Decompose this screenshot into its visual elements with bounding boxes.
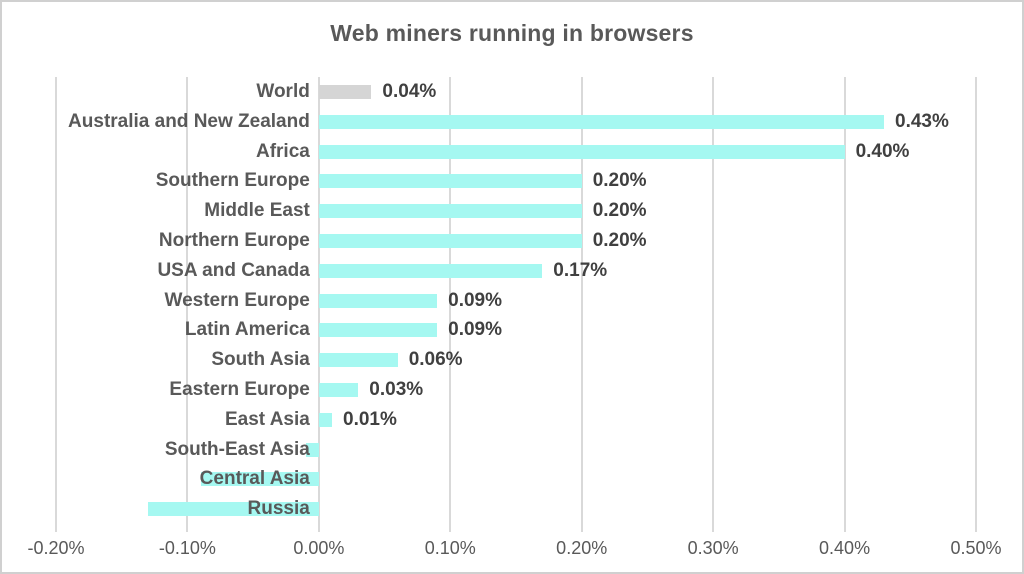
x-axis-tick-label: 0.00%: [293, 538, 345, 558]
value-label: 0.04%: [382, 81, 437, 102]
value-label: 0.43%: [895, 110, 949, 132]
bar: [318, 382, 359, 397]
category-label: Central Asia: [199, 468, 310, 490]
bar: [318, 263, 543, 278]
value-label: 0.40%: [855, 140, 910, 162]
value-label: 0.17%: [553, 259, 608, 281]
bar: [318, 114, 884, 129]
gridline: [712, 77, 715, 532]
x-axis-tick-label: -0.20%: [27, 538, 85, 558]
category-label: World: [256, 81, 310, 102]
category-label: Latin America: [184, 319, 310, 341]
bar: [305, 442, 319, 457]
category-label: Western Europe: [164, 289, 310, 311]
x-axis-tick-label: -0.10%: [158, 538, 216, 558]
bar: [148, 502, 319, 517]
category-label: Northern Europe: [158, 230, 310, 251]
value-label: 0.20%: [592, 170, 647, 192]
value-label: 0.20%: [592, 230, 647, 251]
category-label: Middle East: [204, 200, 310, 222]
gridline: [843, 77, 846, 532]
bar: [318, 323, 438, 338]
bar: [318, 204, 582, 219]
bar: [200, 472, 319, 487]
value-label: 0.20%: [592, 200, 647, 222]
plot-area: World 0.04% Australia and New Zealand 0.43%…: [27, 77, 1002, 558]
category-label: South-East Asia: [164, 438, 310, 460]
bar: [318, 144, 845, 159]
gridline: [186, 77, 189, 532]
gridline: [55, 77, 57, 532]
category-label: East Asia: [225, 408, 310, 430]
category-label: South Asia: [211, 349, 310, 371]
bar: [318, 293, 438, 308]
x-axis-tick-label: 0.50%: [950, 538, 1002, 558]
bar: [318, 412, 332, 427]
bar: [318, 84, 372, 99]
bar: [318, 233, 582, 248]
value-label: 0.09%: [448, 289, 503, 311]
x-axis-tick-label: 0.10%: [424, 538, 476, 558]
category-label: Russia: [247, 498, 310, 520]
category-label: Africa: [255, 140, 310, 162]
bar: [318, 353, 398, 368]
value-label: 0.03%: [369, 379, 424, 400]
gridline: [580, 77, 583, 532]
category-label: USA and Canada: [157, 259, 310, 281]
chart-title: Web miners running in browsers: [330, 20, 694, 46]
value-label: 0.01%: [343, 408, 397, 430]
category-label: Eastern Europe: [169, 379, 310, 400]
category-label: Australia and New Zealand: [68, 110, 310, 132]
gridline: [975, 77, 977, 532]
x-axis-tick-label: 0.30%: [687, 538, 739, 558]
x-axis-tick-label: 0.40%: [819, 538, 871, 558]
value-label: 0.06%: [408, 349, 463, 371]
value-label: 0.09%: [448, 319, 503, 341]
x-axis-tick-label: 0.20%: [556, 538, 608, 558]
bar: [318, 174, 582, 189]
category-label: Southern Europe: [155, 170, 310, 192]
gridline: [449, 77, 452, 532]
